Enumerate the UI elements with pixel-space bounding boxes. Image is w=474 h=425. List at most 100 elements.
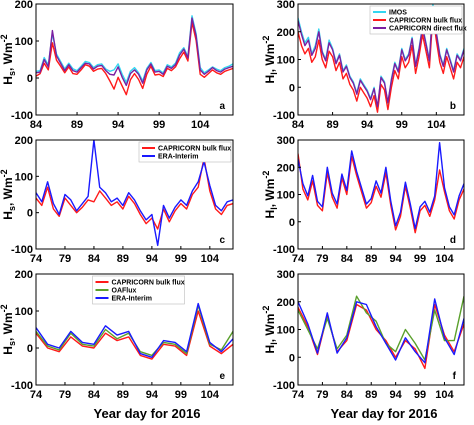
- legend-label: CAPRICORN bulk flux: [389, 18, 462, 25]
- panel-letter-b: b: [450, 101, 456, 112]
- x-tick-label: 89: [117, 253, 129, 265]
- panels-group: 84 89 94 99 104 -100 0 100 200 Hs, Wm-2 a 84 89 94 99 1…: [0, 0, 467, 401]
- panel-letter-f: f: [453, 371, 457, 382]
- y-tick-label: 300: [277, 269, 295, 281]
- y-tick-label: -100: [11, 110, 33, 122]
- panel-c-series: [36, 140, 233, 247]
- x-tick-label: 104: [201, 389, 220, 401]
- panel-a: 84 89 94 99 104 -100 0 100 200 Hs, Wm-2 a: [0, 0, 234, 131]
- x-tick-label: 84: [341, 253, 354, 265]
- panel-letter-e: e: [219, 371, 225, 382]
- y-tick-label: 0: [27, 208, 33, 220]
- x-tick-label: 104: [435, 253, 454, 265]
- x-tick-label: 89: [71, 119, 83, 131]
- x-tick-label: 84: [88, 253, 101, 265]
- x-tick-label: 99: [175, 253, 187, 265]
- x-tick-label: 79: [59, 389, 71, 401]
- y-tick-label: 200: [15, 135, 33, 147]
- panel-letter-c: c: [219, 235, 225, 246]
- panel-c: 74 79 84 89 94 99 104 -100 0 100 200 Hs, Wm-2 c CAPRI…: [0, 135, 234, 265]
- y-tick-label: 100: [15, 171, 33, 183]
- x-tick-label: 104: [201, 253, 220, 265]
- y-tick-label: 200: [15, 0, 33, 11]
- series-line-e-oaflux: [36, 304, 233, 357]
- x-tick-label: 99: [175, 389, 187, 401]
- y-tick-label: 200: [277, 297, 295, 309]
- x-tick-label: 94: [361, 119, 374, 131]
- x-tick-label: 84: [88, 389, 101, 401]
- panel-a-frame: [35, 3, 234, 116]
- legend-label: ERA-Interim: [158, 154, 198, 161]
- y-tick-label: 300: [277, 0, 295, 11]
- x-tick-label: 104: [191, 119, 210, 131]
- series-line-f-oaflux: [298, 295, 464, 361]
- x-tick-label: 99: [414, 253, 426, 265]
- legend-label: CAPRICORN bulk flux: [158, 146, 231, 153]
- x-tick-label: 104: [435, 389, 454, 401]
- panel-e: 74 79 84 89 94 99 104 -100 0 100 200 Hs, Wm-2 e CAPRI…: [0, 269, 234, 401]
- x-tick-label: 79: [316, 389, 328, 401]
- series-line-c-era_interim: [36, 140, 233, 247]
- y-tick-label: 200: [277, 162, 295, 174]
- y-tick-label: -100: [11, 380, 33, 392]
- panel-d: 74 79 84 89 94 99 104 -100 0 100 200 300 Hl, Wm-2 d: [261, 135, 465, 265]
- y-tick-label: 300: [277, 135, 295, 147]
- y-tick-label: 0: [289, 82, 295, 94]
- y-tick-label: 100: [277, 55, 295, 67]
- series-line-b-capricorn_bulk: [298, 14, 464, 113]
- x-tick-label: 89: [365, 253, 377, 265]
- legend-box: [138, 141, 232, 163]
- x-tick-label: 99: [153, 119, 165, 131]
- panel-letter-d: d: [450, 235, 456, 246]
- y-tick-label: 0: [289, 352, 295, 364]
- y-tick-label: 100: [15, 306, 33, 318]
- series-line-e-capricorn_bulk: [36, 310, 233, 360]
- x-tick-label: 99: [414, 389, 426, 401]
- legend-label: ERA-Interim: [112, 296, 152, 303]
- x-tick-label: 74: [292, 253, 305, 265]
- panel-letter-a: a: [219, 101, 225, 112]
- panel-f: 74 79 84 89 94 99 104 -100 0 100 200 300 Hl, Wm-2 f: [261, 269, 465, 401]
- panel-d-series: [298, 141, 464, 234]
- series-line-a-capricorn_bulk: [36, 21, 233, 96]
- panel-c-frame: [35, 139, 234, 250]
- y-tick-label: 100: [15, 36, 33, 48]
- y-axis-label-c: Hs, Wm-2: [0, 169, 17, 219]
- x-tick-label: 89: [365, 389, 377, 401]
- series-line-a-capricorn_direct: [36, 17, 233, 87]
- y-axis-label-a: Hs, Wm-2: [0, 34, 17, 84]
- y-tick-label: 0: [289, 217, 295, 229]
- y-axis-label-f: Hl, Wm-2: [261, 306, 279, 354]
- x-tick-label: 74: [292, 389, 305, 401]
- y-tick-label: -100: [11, 244, 33, 256]
- y-axis-label-e: Hs, Wm-2: [0, 304, 17, 354]
- y-tick-label: 0: [27, 73, 33, 85]
- x-tick-label: 89: [326, 119, 338, 131]
- x-tick-label: 94: [146, 389, 159, 401]
- legend-label: OAFlux: [112, 288, 137, 295]
- x-tick-label: 79: [59, 253, 71, 265]
- legend-label: CAPRICORN bulk flux: [112, 280, 185, 287]
- y-tick-label: -100: [273, 380, 295, 392]
- y-tick-label: 100: [277, 190, 295, 202]
- x-tick-label: 94: [112, 119, 125, 131]
- panel-a-series: [36, 15, 233, 96]
- x-tick-label: 84: [292, 119, 305, 131]
- x-tick-label: 79: [316, 253, 328, 265]
- x-tick-label: 94: [390, 389, 403, 401]
- y-tick-label: 0: [27, 343, 33, 355]
- series-line-d-era_interim: [298, 141, 464, 230]
- y-tick-label: -100: [273, 110, 295, 122]
- x-axis-label-left: Year day for 2016: [94, 406, 201, 421]
- legend-label: CAPRICORN direct flux: [389, 26, 467, 33]
- x-tick-label: 94: [390, 253, 403, 265]
- series-line-f-era_interim: [298, 298, 464, 364]
- y-tick-label: 200: [277, 27, 295, 39]
- series-line-e-era_interim: [36, 302, 233, 358]
- y-axis-label-b: Hl, Wm-2: [261, 36, 279, 84]
- panel-f-series: [298, 295, 464, 370]
- x-tick-label: 94: [146, 253, 159, 265]
